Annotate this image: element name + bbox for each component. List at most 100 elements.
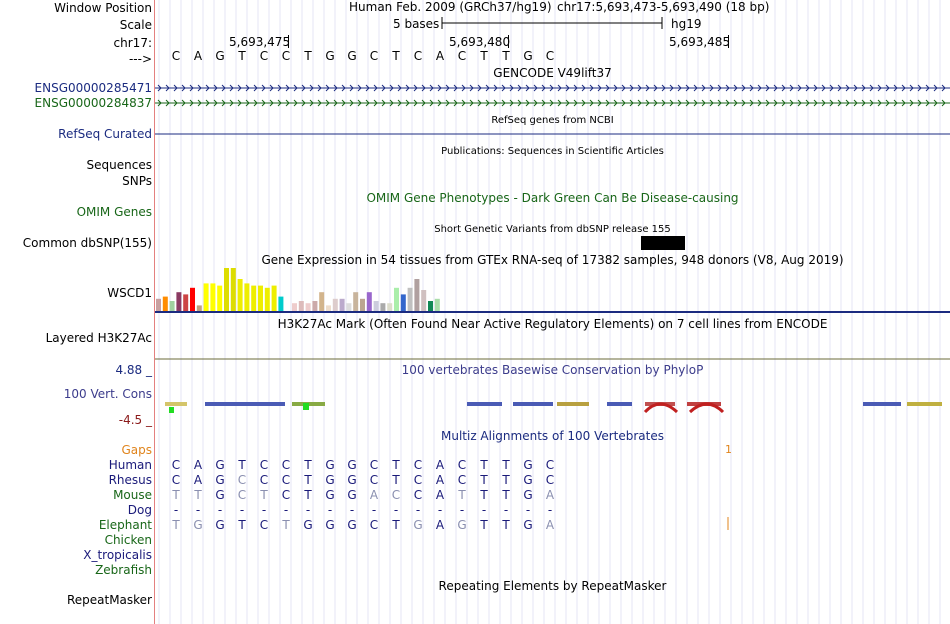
strand-arrow [821,84,826,92]
strand-arrow [237,84,242,92]
strand-arrow [213,84,218,92]
strand-arrow [789,99,794,107]
strand-arrow [733,84,738,92]
phylop-label[interactable]: 100 Vert. Cons [63,387,152,401]
strand-arrow [421,99,426,107]
gtex-bar [305,303,311,312]
strand-arrow [837,84,842,92]
alignment-base: - [305,503,311,517]
strand-arrow [277,84,282,92]
phylop-max-label: 4.88 _ [115,363,152,377]
scale-label[interactable]: Scale [119,18,152,32]
strand-arrow [621,99,626,107]
alignment-base: G [457,518,467,532]
track-data-area[interactable] [155,0,950,624]
strand-arrow [317,84,322,92]
species-label-mouse[interactable]: Mouse [113,488,152,502]
strand-arrow [581,84,586,92]
strand-arrow [909,84,914,92]
strand-arrow [749,84,754,92]
gtex-bar [224,268,229,312]
snps-label[interactable]: SNPs [122,174,152,188]
alignment-base: C [281,488,291,502]
phylop-title: 100 vertebrates Basewise Conservation by… [401,363,704,377]
alignment-base: T [480,458,488,472]
gene-label-ensg00000285471[interactable]: ENSG00000285471 [34,81,152,95]
h3k27ac-label[interactable]: Layered H3K27Ac [45,331,152,345]
alignment-base: - [459,503,465,517]
strand-arrow [477,99,482,107]
species-label-rhesus[interactable]: Rhesus [108,473,152,487]
gtex-bar [156,298,161,312]
species-label-x_tropicalis[interactable]: X_tropicalis [83,548,152,562]
strand-arrow [925,99,930,107]
refseq-label[interactable]: RefSeq Curated [58,127,152,141]
species-label-human[interactable]: Human [108,458,152,472]
strand-arrow [917,84,922,92]
strand-arrow [653,99,658,107]
strand-arrow [901,99,906,107]
alignment-base: G [215,488,225,502]
alignment-base: G [215,473,225,487]
strand-arrow [461,84,466,92]
strand-arrow [517,99,522,107]
sequence-base: G [325,49,335,63]
gtex-bar [271,285,277,312]
strand-arrow [501,84,506,92]
alignment-base: A [435,488,445,502]
strand-arrow [517,84,522,92]
gtex-bar [400,294,406,312]
phylop-logo-mark [303,403,309,410]
strand-arrow [861,84,866,92]
sequence-base: C [281,49,291,63]
strand-arrow [333,99,338,107]
omim-label[interactable]: OMIM Genes [76,205,152,219]
species-label-dog[interactable]: Dog [127,503,152,517]
strand-arrow [597,99,602,107]
alignment-base: - [173,503,179,517]
strand-arrow [549,84,554,92]
strand-arrow [381,99,386,107]
strand-arrow [445,99,450,107]
phylop-logo-mark [205,402,250,406]
alignment-base: T [238,458,246,472]
gene-label-ensg00000284837[interactable]: ENSG00000284837 [34,96,152,110]
strand-arrow [477,84,482,92]
gtex-gene-label[interactable]: WSCD1 [107,286,152,300]
repeatmasker-label[interactable]: RepeatMasker [66,593,152,607]
strand-arrow [157,84,162,92]
alignment-base: - [503,503,509,517]
strand-arrow [877,84,882,92]
species-label-elephant[interactable]: Elephant [98,518,152,532]
strand-arrow [189,99,194,107]
strand-arrow [165,84,170,92]
gtex-bar [353,292,359,312]
alignment-base: C [259,473,269,487]
gaps-label[interactable]: Gaps [121,443,152,457]
strand-arrow [581,99,586,107]
strand-arrow [893,99,898,107]
gtex-title: Gene Expression in 54 tissues from GTEx … [261,253,844,267]
strand-arrow-label[interactable]: ---> [128,52,152,66]
strand-arrow [757,84,762,92]
strand-arrow [709,99,714,107]
phylop-logo-mark [467,402,502,406]
gtex-bar [176,292,182,312]
strand-arrow [557,84,562,92]
alignment-base: - [371,503,377,517]
strand-arrow [645,99,650,107]
gtex-bar [196,305,202,312]
chrom-label: chr17: [113,36,152,50]
species-label-zebrafish[interactable]: Zebrafish [95,563,152,577]
dbsnp-label[interactable]: Common dbSNP(155) [22,236,152,250]
strand-arrow [781,99,786,107]
pubs-label[interactable]: Sequences [86,158,152,172]
species-label-chicken[interactable]: Chicken [104,533,152,547]
strand-arrow [197,99,202,107]
window-position-label[interactable]: Window Position [54,1,152,15]
alignment-base: T [282,518,290,532]
strand-arrow [773,99,778,107]
strand-arrow [533,84,538,92]
alignment-base: T [172,518,180,532]
strand-arrow [605,84,610,92]
